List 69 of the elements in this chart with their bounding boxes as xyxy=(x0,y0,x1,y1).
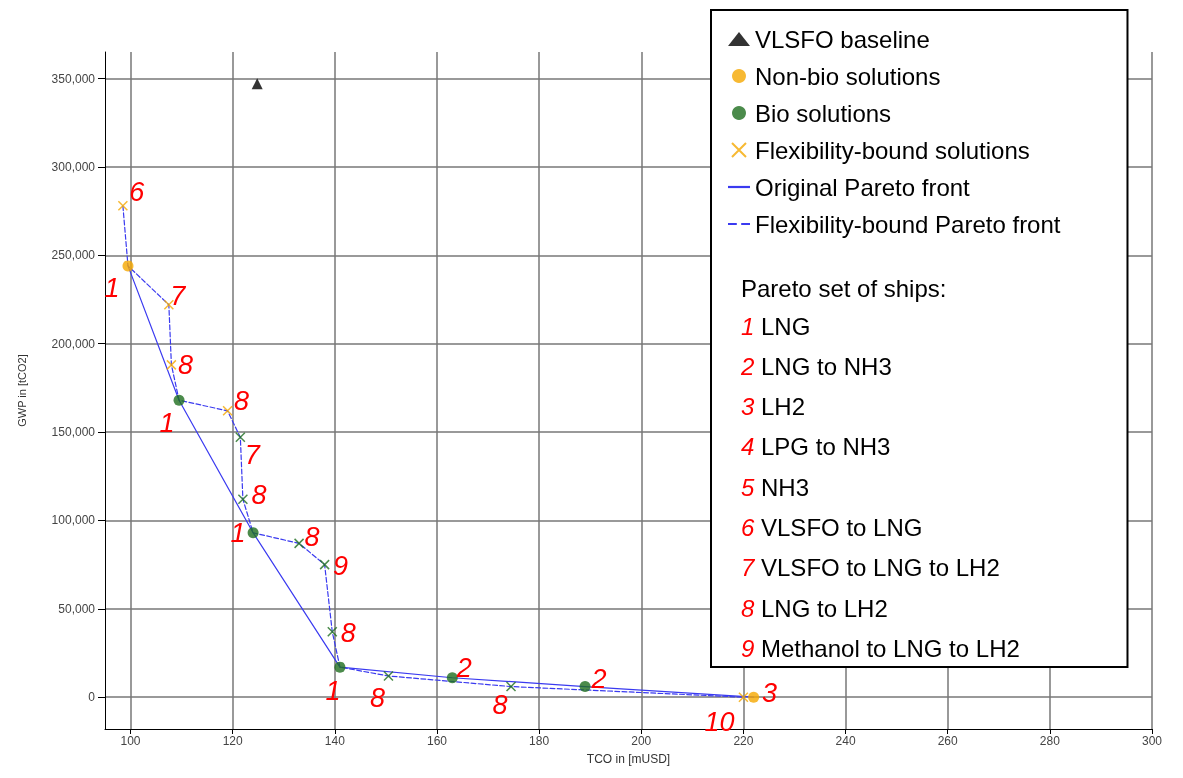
annotation: 6 VLSFO to LNG xyxy=(741,514,923,541)
annotation: 1 xyxy=(230,517,246,548)
x-tick-label: 200 xyxy=(631,734,652,748)
annotation: 8 xyxy=(177,349,193,380)
y-tick-label: 50,000 xyxy=(58,601,96,616)
x-tick-label: 120 xyxy=(222,734,244,748)
annotation: 8 xyxy=(492,689,508,720)
y-tick-label: 200,000 xyxy=(51,336,96,351)
point xyxy=(251,78,263,90)
legend-title: Pareto set of ships: xyxy=(741,274,947,302)
annotation: 1 LNG xyxy=(741,312,811,340)
x-tick-label: 280 xyxy=(1039,734,1061,748)
point xyxy=(173,394,185,406)
legend-label: Flexibility-bound solutions xyxy=(755,136,1030,164)
annotation: 3 xyxy=(762,678,778,709)
point xyxy=(237,493,249,505)
y-tick-label: 0 xyxy=(88,690,96,705)
annotation: 8 xyxy=(304,522,320,553)
point xyxy=(122,260,134,272)
annotation: 2 LNG to NH3 xyxy=(740,352,892,380)
point xyxy=(319,559,330,570)
x-tick-label: 300 xyxy=(1141,734,1163,748)
annotation: 8 LNG to LH2 xyxy=(741,594,888,622)
annotation: 1 xyxy=(325,676,341,707)
x-tick-label: 180 xyxy=(529,734,550,748)
annotation: 7 VLSFO to LNG to LH2 xyxy=(741,554,1000,582)
y-tick-label: 100,000 xyxy=(51,513,96,528)
point xyxy=(293,538,305,549)
y-axis-title: GWP in [tCO2] xyxy=(15,354,28,427)
annotation: 2 xyxy=(590,663,607,694)
x-tick-label: 140 xyxy=(324,734,346,748)
annotation: 3 LH2 xyxy=(741,393,806,421)
point xyxy=(748,691,760,703)
point xyxy=(235,432,246,443)
x-tick-label: 220 xyxy=(733,734,754,748)
y-tick-label: 150,000 xyxy=(51,425,96,440)
annotation: 7 xyxy=(244,440,261,471)
legend-label: VLSFO baseline xyxy=(755,25,930,53)
annotation: 4 LPG to NH3 xyxy=(741,433,891,461)
point xyxy=(383,670,394,682)
annotation: 9 xyxy=(333,550,349,581)
legend-label: Bio solutions xyxy=(755,99,892,127)
annotation: 5 NH3 xyxy=(741,473,810,501)
x-axis-title: TCO in [mUSD] xyxy=(586,752,671,766)
annotation: 8 xyxy=(234,385,250,416)
point xyxy=(327,626,338,638)
y-tick-label: 250,000 xyxy=(51,248,96,263)
point xyxy=(334,661,346,673)
annotation: 8 xyxy=(251,480,267,511)
point xyxy=(579,681,591,693)
x-tick-label: 160 xyxy=(426,734,448,748)
legend-label: Non-bio solutions xyxy=(755,62,941,90)
x-tick-label: 260 xyxy=(937,734,959,748)
x-tick-label: 100 xyxy=(120,734,141,748)
point xyxy=(247,527,259,539)
annotation: 8 xyxy=(369,682,385,713)
point xyxy=(505,681,517,692)
annotation: 1 xyxy=(159,408,175,439)
annotation: 8 xyxy=(340,617,356,648)
x-tick-label: 240 xyxy=(835,734,856,748)
annotation: 9 Methanol to LNG to LH2 xyxy=(741,634,1020,662)
legend-label: Original Pareto front xyxy=(755,173,971,201)
annotation: 7 xyxy=(170,280,187,311)
annotation: 2 xyxy=(455,652,472,683)
annotation: 6 xyxy=(129,176,146,207)
y-tick-label: 350,000 xyxy=(51,71,96,86)
y-tick-label: 300,000 xyxy=(51,159,96,174)
legend-label: Flexibility-bound Pareto front xyxy=(755,210,1061,238)
point xyxy=(446,672,458,684)
